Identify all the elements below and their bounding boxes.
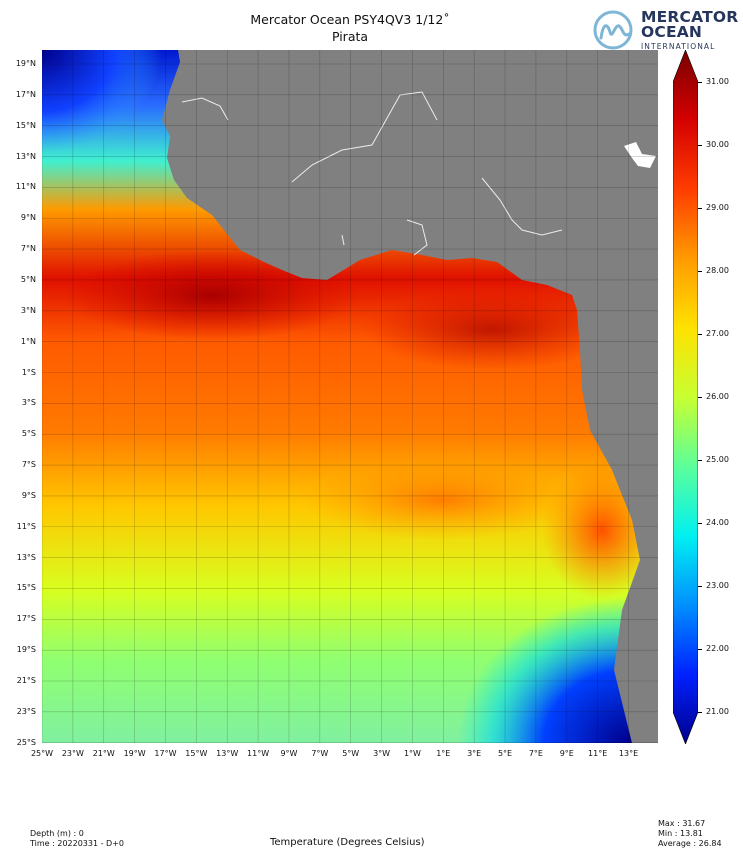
temperature-field — [42, 50, 658, 743]
colorbar-tick-label: 28.00 — [706, 266, 729, 275]
lon-label: 5°W — [342, 749, 360, 758]
colorbar-tick-label: 26.00 — [706, 392, 729, 401]
colorbar-tick — [698, 460, 702, 461]
depth-label: Depth (m) : 0 — [30, 829, 84, 838]
lake-icon — [624, 142, 656, 168]
lat-label: 15°S — [16, 583, 36, 593]
colorbar-tick-label: 31.00 — [706, 77, 729, 86]
map-title: Mercator Ocean PSY4QV3 1/12˚ — [250, 12, 450, 27]
colorbar-tick-label: 27.00 — [706, 329, 729, 338]
variable-label: Temperature (Degrees Celsius) — [270, 837, 425, 848]
lon-label: 15°W — [185, 749, 208, 758]
lon-label: 5°E — [497, 749, 513, 758]
lon-label: 7°E — [528, 749, 543, 758]
colorbar — [673, 50, 698, 744]
lon-label: 19°W — [123, 749, 146, 758]
lon-label: 9°W — [280, 749, 298, 758]
average-label: Average : 26.84 — [658, 839, 722, 848]
lat-label: 23°S — [16, 706, 36, 716]
lat-label: 5°S — [21, 429, 36, 439]
lon-label: 9°E — [559, 749, 574, 758]
lon-label: 1°W — [403, 749, 421, 758]
lat-label: 21°S — [16, 676, 36, 685]
lat-label: 3°S — [21, 398, 36, 408]
temperature-map[interactable] — [42, 50, 658, 743]
colorbar-tick-label: 21.00 — [706, 707, 729, 716]
colorbar-tick — [698, 145, 702, 146]
lon-label: 17°W — [154, 749, 177, 758]
colorbar-tick — [698, 208, 702, 209]
colorbar-tick — [698, 586, 702, 587]
lon-label: 21°W — [92, 749, 115, 758]
lat-label: 7°N — [20, 244, 36, 254]
land-mask — [162, 50, 658, 743]
logo-line-1: MERCATOR — [641, 8, 739, 26]
colorbar-tick — [698, 397, 702, 398]
lon-label: 1°E — [436, 749, 451, 758]
lat-label: 17°S — [16, 614, 36, 624]
lat-label: 13°S — [16, 552, 36, 562]
lon-label: 3°W — [373, 749, 391, 758]
colorbar-tick-label: 25.00 — [706, 455, 729, 464]
lon-label: 7°W — [311, 749, 329, 758]
lat-label: 7°S — [21, 460, 36, 470]
colorbar-tick — [698, 649, 702, 650]
lat-label: 15°N — [15, 120, 36, 130]
colorbar-tick — [698, 82, 702, 83]
lon-label: 23°W — [61, 749, 84, 758]
mercator-logo-mark-icon — [593, 10, 633, 50]
lat-label: 5°N — [20, 274, 36, 284]
lat-label: 3°N — [20, 305, 36, 315]
min-label: Min : 13.81 — [658, 829, 703, 838]
lon-label: 25°W — [30, 749, 54, 758]
logo-line-2: OCEAN — [641, 23, 703, 41]
lat-label: 25°S — [16, 737, 36, 747]
lat-label: 1°S — [21, 367, 36, 377]
colorbar-tick-label: 29.00 — [706, 203, 729, 212]
lon-label: 11°E — [588, 749, 608, 758]
lat-label: 11°N — [15, 182, 36, 192]
colorbar-tick-label: 30.00 — [706, 140, 729, 149]
lat-label: 17°N — [15, 89, 36, 99]
lon-label: 3°E — [467, 749, 482, 758]
mercator-ocean-logo: MERCATOR OCEAN INTERNATIONAL — [593, 8, 738, 52]
colorbar-tick-label: 24.00 — [706, 518, 729, 527]
colorbar-tick — [698, 334, 702, 335]
lat-label: 13°N — [15, 151, 36, 161]
colorbar-tick — [698, 712, 702, 713]
lat-label: 1°N — [20, 336, 36, 346]
colorbar-tick — [698, 523, 702, 524]
logo-line-3: INTERNATIONAL — [641, 42, 716, 51]
colorbar-tick-label: 23.00 — [706, 581, 729, 590]
lat-label: 19°N — [15, 59, 36, 68]
lon-label: 11°W — [247, 749, 270, 758]
colorbar-tick — [698, 271, 702, 272]
lon-label: 13°E — [618, 749, 639, 758]
max-label: Max : 31.67 — [658, 819, 706, 828]
time-label: Time : 20220331 - D+0 — [30, 839, 125, 848]
lat-label: 19°S — [16, 645, 36, 655]
rivers-icon — [181, 91, 563, 256]
map-gridlines — [42, 50, 658, 743]
lat-label: 11°S — [16, 521, 36, 531]
lon-label: 13°W — [216, 749, 239, 758]
lat-label: 9°S — [21, 490, 36, 500]
lat-label: 9°N — [20, 213, 36, 223]
map-subtitle: Pirata — [331, 29, 369, 44]
colorbar-tick-label: 22.00 — [706, 644, 729, 653]
